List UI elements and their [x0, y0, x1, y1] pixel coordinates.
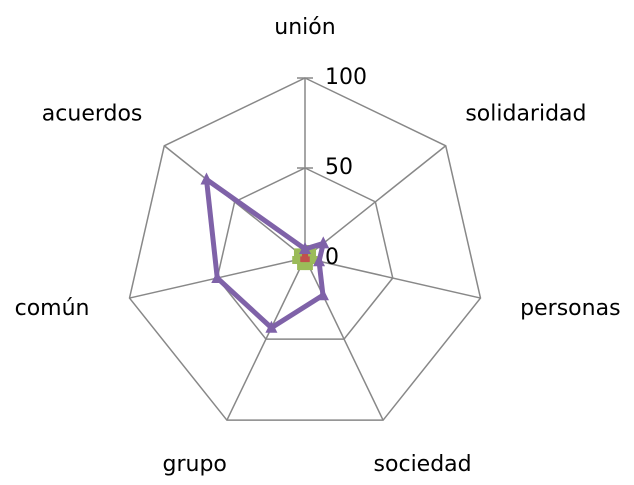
data-point: [316, 288, 329, 301]
data-point: [298, 251, 307, 260]
data-point: [293, 248, 302, 257]
y-tick-label: 50: [325, 155, 353, 180]
data-point: [299, 242, 311, 254]
data-point: [265, 320, 278, 333]
category-label: sociedad: [374, 452, 472, 477]
data-point: [297, 262, 306, 271]
data-point: [317, 236, 330, 249]
data-point: [308, 248, 317, 257]
grid-line: [128, 77, 482, 421]
data-point: [200, 172, 213, 185]
data-point: [211, 271, 224, 284]
data-point: [304, 262, 313, 271]
data-point: [313, 254, 326, 267]
category-label: grupo: [163, 452, 227, 477]
data-point: [292, 256, 301, 265]
category-label: acuerdos: [42, 102, 143, 127]
category-label: común: [15, 296, 90, 321]
data-point: [309, 256, 318, 265]
category-label: solidaridad: [465, 102, 586, 127]
grid-line: [216, 167, 394, 340]
y-tick-label: 0: [325, 245, 339, 270]
y-tick-label: 100: [325, 65, 367, 90]
category-label: personas: [520, 296, 620, 321]
category-label: unión: [274, 15, 335, 40]
